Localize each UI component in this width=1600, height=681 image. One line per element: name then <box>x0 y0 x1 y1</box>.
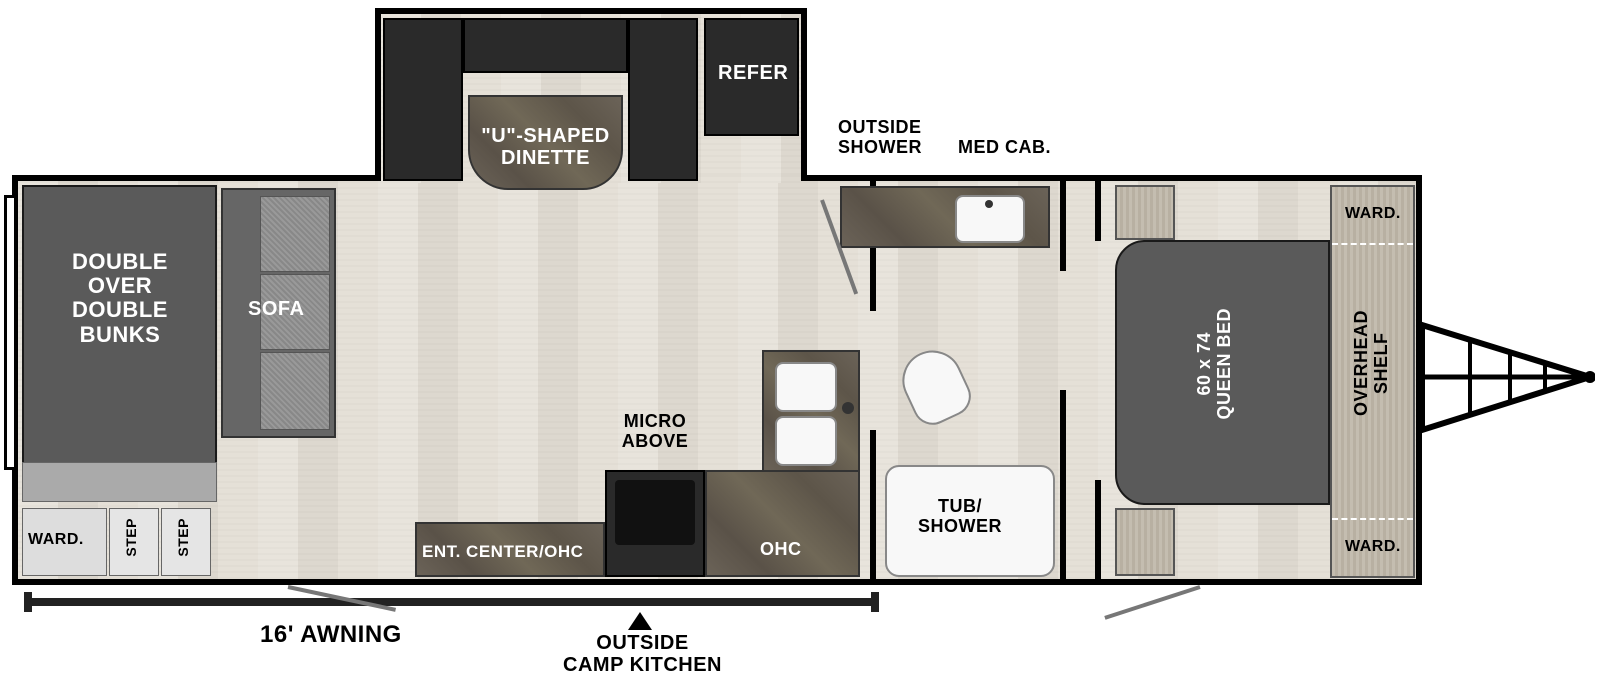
ward-rear-label: WARD. <box>28 531 84 549</box>
sofa-label: SOFA <box>248 298 304 320</box>
ohc-label: OHC <box>760 540 802 560</box>
micro-label: MICRO ABOVE <box>610 412 700 452</box>
camp-kitchen-label: OUTSIDE CAMP KITCHEN <box>560 632 725 676</box>
awning-label: 16' AWNING <box>260 622 402 648</box>
overhead-shelf-label: OVERHEAD SHELF <box>1352 310 1392 416</box>
dinette-seat-back <box>463 18 628 73</box>
stove <box>605 470 705 577</box>
dinette-seat-left <box>383 18 463 181</box>
bath-wall-right-bot <box>1060 390 1066 580</box>
ward-front-top-label: WARD. <box>1345 205 1401 223</box>
awning-bar <box>28 598 875 606</box>
step2-label: STEP <box>176 518 191 557</box>
bed-nightstand-top <box>1115 185 1175 240</box>
dinette-seat-right <box>628 18 698 181</box>
camp-kitchen-arrow-icon <box>628 612 652 630</box>
queen-bed-label: 60 x 74 QUEEN BED <box>1195 308 1235 420</box>
tub-label: TUB/ SHOWER <box>918 497 1002 537</box>
bath-wall-right <box>1060 181 1066 271</box>
med-cab-label: MED CAB. <box>958 138 1051 158</box>
refer-label: REFER <box>718 62 788 84</box>
kitchen-sink-2 <box>775 416 837 466</box>
ohc-counter <box>705 470 860 577</box>
bed-nightstand-bot <box>1115 508 1175 576</box>
hitch-icon <box>1420 295 1595 460</box>
outside-shower-label: OUTSIDE SHOWER <box>838 118 922 158</box>
kitchen-sink-1 <box>775 362 837 412</box>
step1-label: STEP <box>124 518 139 557</box>
bedroom-wall-top <box>1095 181 1101 241</box>
bedroom-wall-bot <box>1095 480 1101 580</box>
dinette-label: "U"-SHAPED DINETTE <box>463 125 628 169</box>
bath-wall-left-bot <box>870 430 876 580</box>
bunks-label: DOUBLE OVER DOUBLE BUNKS <box>45 250 195 347</box>
ward-front-bot-label: WARD. <box>1345 538 1401 556</box>
ent-center-label: ENT. CENTER/OHC <box>422 543 583 562</box>
